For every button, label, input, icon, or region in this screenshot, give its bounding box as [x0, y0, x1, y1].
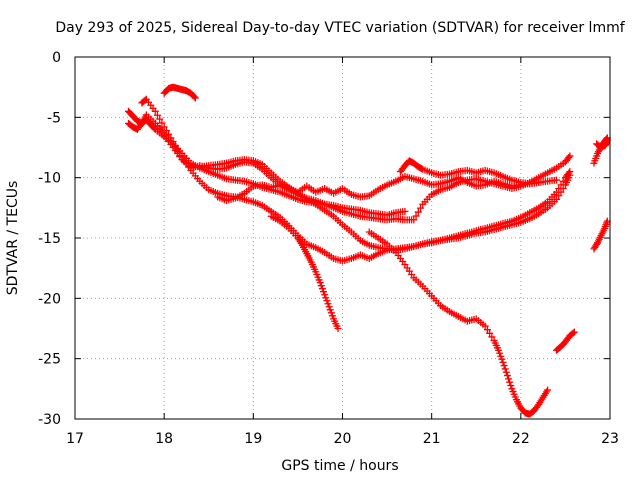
series-track-6 — [214, 172, 543, 205]
data-point — [327, 309, 335, 317]
x-tick-label: 22 — [512, 431, 530, 447]
data-point — [417, 204, 425, 212]
data-point — [486, 329, 494, 337]
data-point — [481, 322, 489, 330]
data-point — [497, 352, 505, 360]
data-point — [174, 148, 182, 156]
data-point — [322, 294, 330, 302]
data-point — [169, 140, 177, 148]
x-tick-label: 20 — [334, 431, 352, 447]
data-point — [334, 325, 342, 332]
series-track-3 — [125, 111, 574, 254]
data-point — [483, 326, 491, 334]
data-point — [412, 212, 420, 220]
data-point — [565, 153, 573, 161]
data-point — [153, 111, 161, 119]
data-point — [555, 192, 563, 200]
data-points — [125, 83, 611, 418]
data-point — [553, 176, 560, 184]
grid — [75, 57, 610, 419]
data-point — [414, 208, 422, 216]
data-point — [316, 279, 324, 287]
data-point — [158, 119, 166, 127]
data-point — [156, 115, 164, 123]
y-tick-label: 0 — [52, 50, 61, 66]
x-tick-label: 17 — [66, 431, 84, 447]
data-point — [401, 207, 409, 215]
data-point — [507, 382, 515, 390]
data-point — [326, 306, 334, 314]
data-point — [191, 94, 199, 102]
y-axis-label: SDTVAR / TECUs — [5, 181, 21, 296]
data-point — [502, 368, 510, 376]
y-tick-label: -5 — [47, 110, 61, 126]
data-point — [318, 285, 326, 293]
x-axis-label: GPS time / hours — [281, 458, 398, 474]
data-point — [557, 188, 565, 196]
series-track-13 — [593, 136, 611, 151]
data-point — [190, 93, 198, 101]
data-point — [176, 152, 184, 160]
data-point — [495, 346, 503, 354]
data-point — [321, 291, 329, 299]
axis-ticks — [74, 56, 611, 420]
series-track-11 — [590, 217, 611, 253]
x-tick-label: 21 — [423, 431, 441, 447]
data-point — [559, 185, 567, 193]
data-point — [317, 282, 325, 290]
data-point — [151, 107, 159, 115]
data-point — [324, 300, 332, 308]
y-tick-label: -10 — [38, 171, 61, 187]
x-tick-label: 23 — [601, 431, 619, 447]
series-track-1 — [160, 83, 199, 102]
series-track-2 — [125, 107, 409, 219]
data-point — [570, 328, 578, 336]
data-point — [323, 297, 331, 305]
data-point — [566, 171, 574, 179]
chart-title: Day 293 of 2025, Sidereal Day-to-day VTE… — [55, 20, 625, 36]
y-tick-label: -15 — [38, 231, 61, 247]
data-point — [566, 152, 574, 160]
data-point — [499, 358, 507, 366]
data-point — [500, 362, 508, 370]
data-point — [559, 177, 567, 185]
x-tick-label: 18 — [155, 431, 173, 447]
data-point — [496, 349, 504, 357]
data-point — [325, 303, 333, 311]
data-point — [410, 216, 418, 224]
data-point — [498, 355, 506, 363]
series-track-8 — [267, 212, 342, 332]
data-point — [160, 123, 168, 131]
data-point — [320, 288, 328, 296]
data-point — [544, 386, 552, 394]
data-point — [488, 333, 496, 341]
data-point — [506, 378, 514, 386]
x-tick-label: 19 — [244, 431, 262, 447]
data-point — [553, 195, 560, 203]
series-track-7 — [396, 157, 560, 188]
series-track-10 — [553, 328, 578, 354]
data-point — [505, 375, 513, 383]
tick-labels: 17 18 19 20 21 22 23 0 -5 -10 -15 -20 -25 -30 — [38, 50, 619, 447]
series-track-9 — [365, 228, 552, 418]
data-point — [501, 365, 509, 373]
y-tick-label: -30 — [38, 412, 61, 428]
y-tick-label: -25 — [38, 352, 61, 368]
data-point — [328, 312, 336, 320]
data-point — [569, 329, 577, 337]
data-point — [503, 372, 511, 380]
data-point — [137, 121, 145, 129]
y-tick-label: -20 — [38, 291, 61, 307]
series-track-4 — [138, 95, 574, 265]
data-point — [171, 144, 179, 152]
